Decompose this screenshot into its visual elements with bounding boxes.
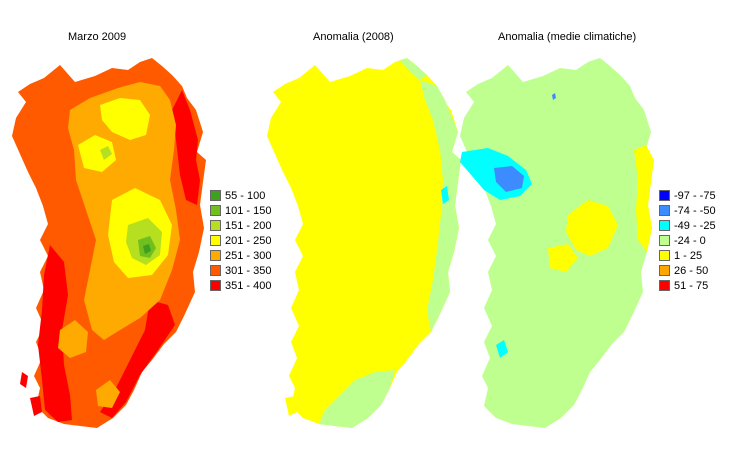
legend-swatch (659, 265, 670, 276)
legend-label: 151 - 200 (225, 219, 272, 232)
legend-item: 301 - 350 (210, 263, 271, 278)
legend-item: 1 - 25 (659, 248, 716, 263)
legend-swatch (210, 235, 221, 246)
legend-item: 55 - 100 (210, 188, 271, 203)
legend-item: 201 - 250 (210, 233, 271, 248)
panel-title-anomalia-2008: Anomalia (2008) (313, 31, 394, 43)
legend-item: -74 - -50 (659, 203, 716, 218)
legend-label: 55 - 100 (225, 189, 266, 202)
legend-item: 251 - 300 (210, 248, 271, 263)
legend-item: 26 - 50 (659, 263, 716, 278)
map-anomalia-2008 (267, 58, 461, 428)
legend-item: -97 - -75 (659, 188, 716, 203)
legend-label: 26 - 50 (674, 264, 709, 277)
legend-label: -49 - -25 (674, 219, 716, 232)
legend-label: 251 - 300 (225, 249, 272, 262)
legend-label: 201 - 250 (225, 234, 272, 247)
legend-swatch (210, 205, 221, 216)
legend-swatch (659, 205, 670, 216)
legend-item: 51 - 75 (659, 278, 716, 293)
legend-swatch (210, 250, 221, 261)
legend-label: 51 - 75 (674, 279, 709, 292)
legend-label: 301 - 350 (225, 264, 272, 277)
legend-label: -74 - -50 (674, 204, 716, 217)
legend-label: 351 - 400 (225, 279, 272, 292)
legend-swatch (659, 220, 670, 231)
map-marzo-2009 (12, 58, 206, 428)
legend-item: -24 - 0 (659, 233, 716, 248)
map-anomalia-medie-climatiche (460, 58, 654, 428)
legend-item: 151 - 200 (210, 218, 271, 233)
legend-swatch (210, 280, 221, 291)
legend-swatch (210, 190, 221, 201)
legend-label: -97 - -75 (674, 189, 716, 202)
legend-marzo-2009: 55 - 100 101 - 150 151 - 200 201 - 250 2… (210, 188, 271, 293)
legend-anomalia: -97 - -75 -74 - -50 -49 - -25 -24 - 0 1 … (659, 188, 716, 293)
legend-swatch (210, 220, 221, 231)
legend-label: -24 - 0 (674, 234, 706, 247)
legend-swatch (659, 250, 670, 261)
legend-label: 1 - 25 (674, 249, 703, 262)
legend-swatch (659, 190, 670, 201)
legend-swatch (210, 265, 221, 276)
legend-swatch (659, 235, 670, 246)
legend-swatch (659, 280, 670, 291)
legend-item: 351 - 400 (210, 278, 271, 293)
legend-item: 101 - 150 (210, 203, 271, 218)
legend-label: 101 - 150 (225, 204, 272, 217)
panel-title-marzo-2009: Marzo 2009 (68, 31, 127, 43)
legend-item: -49 - -25 (659, 218, 716, 233)
panel-title-anomalia-medie-climatiche: Anomalia (medie climatiche) (498, 31, 637, 43)
